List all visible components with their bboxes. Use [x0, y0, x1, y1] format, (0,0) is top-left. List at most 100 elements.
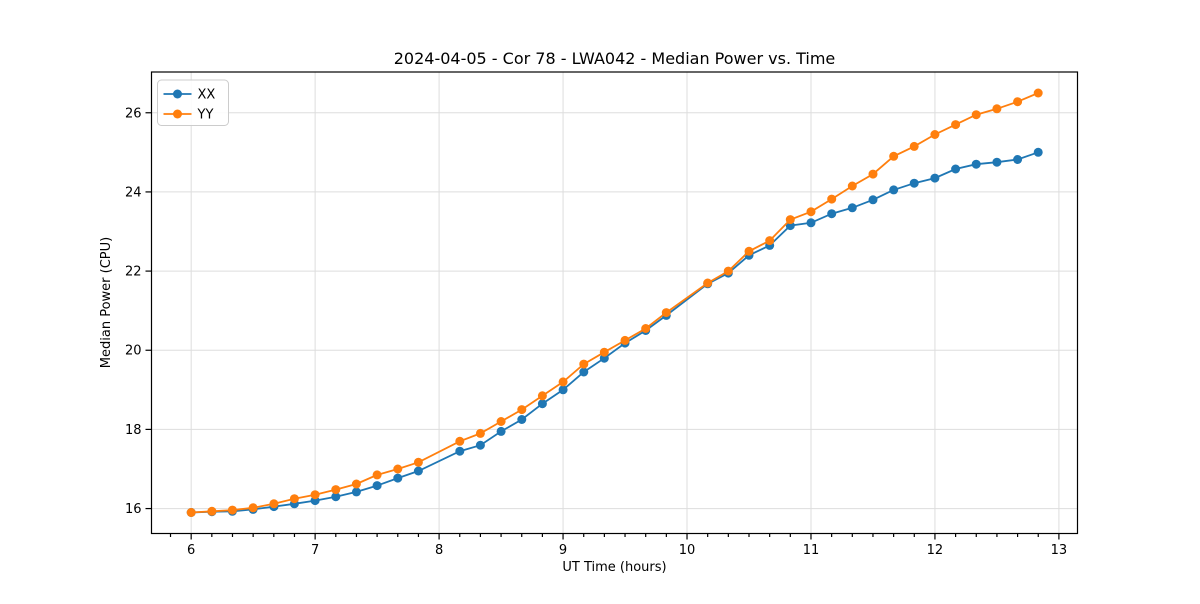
series-XX-marker: [475, 440, 485, 450]
series-YY: [186, 88, 1043, 517]
series-YY-marker: [599, 347, 609, 357]
series-YY-marker: [351, 479, 361, 489]
legend-item-XX: XX: [163, 88, 216, 103]
series-XX-marker: [579, 367, 589, 377]
series-XX-marker: [537, 399, 547, 409]
legend: XX YY: [157, 79, 229, 126]
series-YY-marker: [455, 436, 465, 446]
series-YY-marker: [951, 120, 961, 130]
series-XX-marker: [930, 173, 940, 183]
series-XX-marker: [889, 185, 899, 195]
x-tick-label: 13: [1051, 543, 1068, 558]
series-XX-marker: [372, 481, 382, 491]
y-tick-label: 20: [125, 344, 142, 359]
series-YY-marker: [827, 194, 837, 204]
series-YY-marker: [1013, 97, 1023, 107]
series-XX-marker: [351, 487, 361, 497]
series-XX-marker: [517, 415, 527, 424]
series-YY-marker: [517, 405, 527, 415]
series-YY-marker: [971, 110, 981, 120]
y-tick-label: 22: [125, 265, 142, 280]
series-XX-marker: [413, 466, 423, 476]
series-YY-marker: [207, 506, 217, 516]
series-XX-marker: [827, 209, 837, 219]
series-YY-marker: [992, 104, 1002, 114]
series-YY-marker: [558, 377, 568, 387]
series-YY-marker: [930, 130, 940, 139]
series-XX: [186, 147, 1043, 517]
series-XX-marker: [558, 385, 568, 395]
series-YY-marker: [847, 181, 857, 191]
x-tick-label: 12: [927, 543, 944, 558]
plot-layers: 6 7 8 9 10 11 12 13 16 18 20 22 24 26 XX YY: [125, 71, 1079, 558]
series-XX-marker: [806, 218, 816, 228]
legend-marker-sample: [173, 89, 182, 99]
legend-label: YY: [197, 108, 214, 123]
series-YY-marker: [909, 141, 919, 151]
series-XX-marker: [455, 446, 465, 456]
series-YY-marker: [248, 503, 258, 513]
grid-lines: [151, 72, 1078, 534]
legend-marker-sample: [173, 109, 182, 119]
x-tick-label: 6: [187, 543, 195, 558]
series-YY-marker: [1033, 88, 1043, 98]
legend-item-YY: YY: [163, 108, 214, 123]
y-tick-label: 18: [125, 423, 142, 438]
x-axis-label: UT Time (hours): [562, 560, 666, 575]
series-XX-marker: [992, 157, 1002, 167]
series-XX-marker: [909, 178, 919, 188]
series-YY-marker: [765, 236, 775, 246]
x-tick-label: 10: [679, 543, 696, 558]
chart-title: 2024-04-05 - Cor 78 - LWA042 - Median Po…: [394, 49, 836, 68]
x-tick-label: 11: [803, 543, 820, 558]
tick-labels: 6 7 8 9 10 11 12 13 16 18 20 22 24 26: [125, 106, 1067, 558]
series-YY-marker: [331, 485, 341, 495]
series-YY-marker: [620, 335, 630, 345]
series-XX-marker: [1033, 147, 1043, 157]
series-YY-marker: [413, 457, 423, 467]
series-XX-marker: [951, 164, 961, 174]
series-YY-marker: [889, 151, 899, 161]
series-XX-marker: [847, 203, 857, 213]
x-tick-label: 7: [311, 543, 319, 558]
axis-ticks: [145, 112, 1060, 540]
series-YY-marker: [661, 308, 671, 318]
series-YY-marker: [744, 246, 754, 256]
series-YY-marker: [785, 215, 795, 225]
series-YY-marker: [579, 359, 589, 369]
y-tick-label: 16: [125, 502, 142, 517]
series-YY-line: [191, 92, 1039, 514]
series-YY-marker: [496, 417, 506, 426]
series-YY-marker: [641, 324, 651, 333]
y-tick-label: 26: [125, 106, 142, 121]
y-axis-label: Median Power (CPU): [99, 237, 114, 368]
series-YY-marker: [703, 278, 713, 288]
plot-border: [150, 71, 1079, 535]
series-XX-line: [191, 151, 1039, 514]
series-YY-marker: [269, 499, 279, 509]
series-YY-marker: [310, 490, 320, 500]
series-YY-marker: [806, 207, 816, 217]
series-XX-marker: [971, 159, 981, 169]
series-XX-marker: [868, 195, 878, 205]
legend-label: XX: [198, 88, 216, 103]
series-XX-marker: [496, 426, 506, 436]
series-XX-marker: [331, 492, 341, 502]
series-YY-marker: [868, 169, 878, 179]
series-YY-marker: [537, 391, 547, 401]
series-YY-marker: [186, 508, 196, 517]
x-tick-label: 9: [559, 543, 567, 558]
series-YY-marker: [393, 464, 403, 474]
series-YY-marker: [372, 470, 382, 480]
series-XX-marker: [393, 473, 403, 483]
series-YY-marker: [227, 505, 237, 515]
series-XX-marker: [1013, 155, 1023, 164]
x-tick-label: 8: [435, 543, 443, 558]
series-YY-marker: [289, 494, 299, 504]
series-YY-marker: [475, 428, 485, 438]
series-YY-marker: [723, 266, 733, 276]
y-tick-label: 24: [125, 185, 142, 200]
legend-box: [157, 79, 229, 126]
